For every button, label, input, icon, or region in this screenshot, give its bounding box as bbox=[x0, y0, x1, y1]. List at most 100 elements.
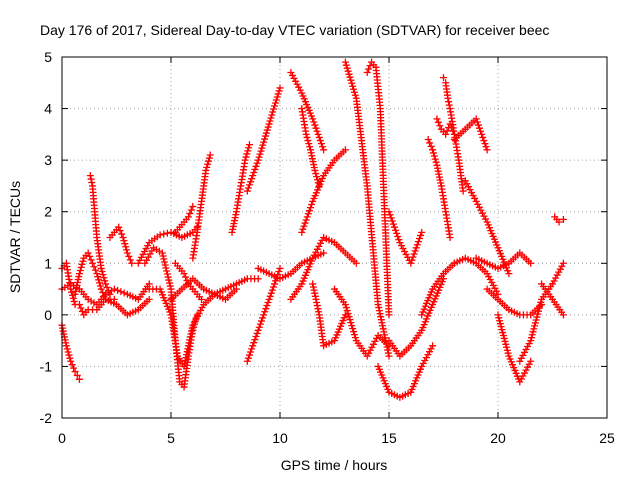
data-point bbox=[320, 249, 328, 257]
data-point bbox=[115, 223, 123, 231]
data-point bbox=[62, 342, 70, 350]
data-point bbox=[351, 334, 359, 342]
data-point bbox=[445, 101, 453, 109]
data-point bbox=[251, 336, 259, 344]
data-point bbox=[267, 114, 275, 122]
data-point bbox=[429, 149, 437, 157]
data-point bbox=[119, 234, 127, 241]
data-point bbox=[253, 159, 261, 167]
data-point bbox=[105, 287, 113, 295]
data-point bbox=[385, 352, 393, 360]
data-point bbox=[77, 263, 85, 271]
data-point bbox=[68, 361, 76, 369]
data-point bbox=[305, 140, 313, 148]
data-point bbox=[273, 93, 281, 101]
data-point bbox=[254, 156, 262, 164]
data-point bbox=[241, 156, 249, 164]
data-point bbox=[163, 270, 171, 278]
data-point bbox=[264, 298, 272, 306]
data-point bbox=[256, 320, 264, 328]
data-point bbox=[276, 264, 284, 272]
data-point bbox=[265, 120, 273, 128]
data-point bbox=[481, 140, 489, 148]
data-point bbox=[299, 225, 307, 233]
data-point bbox=[89, 259, 97, 267]
data-point bbox=[160, 230, 168, 238]
data-point bbox=[99, 271, 107, 279]
data-point bbox=[475, 124, 483, 132]
data-point bbox=[254, 275, 262, 283]
data-point bbox=[247, 348, 255, 356]
x-tick-label: 0 bbox=[58, 430, 66, 446]
data-point bbox=[248, 345, 256, 353]
data-point bbox=[478, 130, 486, 138]
data-point bbox=[479, 133, 487, 141]
data-point bbox=[262, 305, 270, 313]
data-point bbox=[260, 138, 268, 146]
data-point bbox=[418, 228, 426, 236]
data-point bbox=[320, 146, 328, 154]
data-point bbox=[65, 351, 73, 359]
data-point bbox=[268, 111, 276, 119]
data-point bbox=[350, 328, 358, 336]
data-point bbox=[165, 276, 173, 284]
data-point bbox=[94, 273, 102, 281]
data-point bbox=[347, 76, 355, 84]
data-point bbox=[87, 175, 95, 183]
data-point bbox=[264, 123, 272, 131]
data-point bbox=[90, 263, 98, 271]
data-point bbox=[88, 178, 96, 186]
data-point bbox=[559, 259, 567, 267]
data-point bbox=[410, 250, 418, 258]
data-point bbox=[304, 137, 312, 145]
data-point bbox=[206, 151, 214, 159]
data-point bbox=[244, 184, 252, 192]
data-point bbox=[316, 137, 324, 145]
data-point bbox=[408, 256, 416, 264]
data-point bbox=[203, 163, 211, 171]
data-point bbox=[313, 173, 321, 181]
data-point bbox=[183, 276, 191, 284]
data-point bbox=[75, 270, 83, 278]
data-point bbox=[319, 143, 327, 151]
data-point bbox=[202, 166, 210, 174]
data-point bbox=[348, 79, 356, 87]
data-point bbox=[385, 208, 393, 216]
data-point bbox=[249, 172, 257, 180]
x-tick-label: 15 bbox=[381, 430, 397, 446]
y-tick-label: -1 bbox=[40, 358, 53, 374]
data-point bbox=[121, 240, 129, 248]
data-point bbox=[257, 147, 265, 155]
data-point bbox=[310, 118, 318, 126]
data-point bbox=[266, 292, 274, 300]
data-point bbox=[162, 264, 170, 272]
data-point bbox=[411, 247, 419, 255]
x-tick-label: 20 bbox=[490, 430, 506, 446]
data-point bbox=[161, 261, 169, 269]
data-point bbox=[474, 121, 482, 129]
data-point bbox=[414, 238, 422, 246]
data-point bbox=[387, 214, 395, 222]
data-point bbox=[120, 237, 128, 245]
data-point bbox=[413, 241, 421, 249]
y-tick-label: 1 bbox=[44, 255, 52, 271]
data-point bbox=[245, 351, 253, 359]
data-point bbox=[250, 169, 258, 177]
data-point bbox=[166, 282, 174, 290]
data-point bbox=[270, 105, 278, 113]
data-point bbox=[350, 88, 358, 96]
y-axis-label: SDTVAR / TECUs bbox=[7, 181, 23, 293]
data-point bbox=[313, 302, 321, 310]
data-point bbox=[389, 220, 397, 228]
data-point bbox=[114, 286, 122, 294]
data-point bbox=[392, 226, 400, 234]
data-point bbox=[156, 231, 164, 239]
data-point bbox=[341, 146, 349, 154]
data-point bbox=[93, 270, 101, 278]
data-point bbox=[559, 215, 567, 223]
data-point bbox=[385, 311, 393, 319]
data-point bbox=[315, 133, 323, 141]
data-point bbox=[243, 187, 251, 195]
data-point bbox=[182, 273, 190, 281]
data-point bbox=[99, 289, 107, 297]
